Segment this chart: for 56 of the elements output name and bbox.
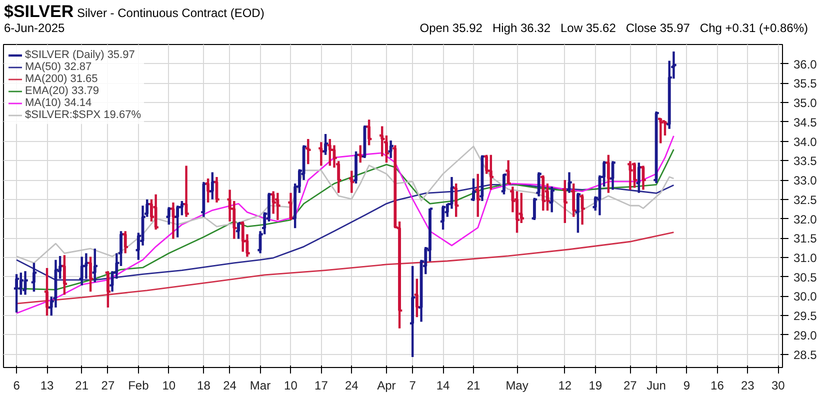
text: 6-Jun-2025: [4, 20, 65, 37]
line-series: [16, 146, 674, 264]
x-tick-label: 21: [75, 378, 89, 392]
chart-title: $SILVER: [4, 2, 74, 21]
x-tick-label: 6: [13, 378, 20, 392]
y-tick-label: 28.5: [794, 348, 818, 362]
x-tick-label: Jun: [646, 378, 666, 392]
legend-label: MA(10) 34.14: [25, 97, 92, 109]
x-tick-label: 13: [40, 378, 54, 392]
y-tick-label: 31.5: [794, 232, 818, 246]
legend-label: $SILVER (Daily) 35.97: [25, 49, 135, 61]
y-tick-label: 33.5: [794, 154, 818, 168]
line-series: [16, 135, 674, 314]
line-series: [16, 232, 674, 304]
x-tick-label: 21: [466, 378, 481, 392]
x-tick-label: Feb: [128, 378, 150, 392]
x-tick-label: 9: [683, 378, 690, 392]
y-tick-label: 36.0: [794, 57, 818, 72]
y-tick-label: 32.0: [794, 212, 818, 226]
line-series: [16, 148, 674, 290]
x-tick-label: 17: [314, 378, 328, 392]
y-tick-label: 30.5: [794, 270, 818, 284]
legend-label: EMA(20) 33.79: [25, 85, 99, 97]
y-tick-label: 32.5: [794, 192, 818, 207]
x-tick-label: 7: [409, 378, 416, 392]
x-tick-label: 24: [223, 378, 237, 392]
y-tick-label: 34.5: [794, 115, 818, 130]
x-tick-label: 14: [436, 378, 450, 392]
x-tick-label: 16: [710, 378, 724, 392]
chart-subtitle: Silver - Continuous Contract (EOD): [76, 6, 264, 20]
x-tick-label: 23: [741, 378, 755, 392]
y-tick-label: 29.5: [794, 309, 818, 324]
legend-label: MA(50) 32.87: [25, 61, 92, 73]
line-series: [16, 184, 674, 281]
x-tick-label: Mar: [250, 378, 271, 392]
x-tick-label: 27: [101, 378, 115, 392]
x-tick-label: 30: [771, 378, 786, 392]
legend-label: $SILVER:$SPX 19.67%: [25, 109, 141, 121]
x-tick-label: 19: [588, 378, 602, 392]
y-tick-label: 31.0: [794, 251, 818, 266]
text: Open 35.92 High 36.32 Low 35.62 Close 35.97 Chg +0.31 (+0.86%): [420, 21, 808, 35]
x-tick-label: 10: [162, 378, 176, 392]
x-tick-label: Apr: [377, 378, 396, 392]
x-tick-label: May: [506, 378, 528, 392]
y-tick-label: 34.0: [794, 134, 818, 149]
x-tick-label: 27: [624, 378, 638, 392]
y-tick-label: 30.0: [794, 290, 818, 304]
x-tick-label: 12: [558, 378, 572, 392]
x-tick-label: 10: [284, 378, 298, 392]
legend-label: MA(200) 31.65: [25, 73, 98, 85]
x-tick-label: 18: [197, 378, 211, 392]
y-tick-label: 33.0: [794, 174, 818, 188]
y-tick-label: 35.5: [794, 76, 818, 91]
y-tick-label: 35.0: [794, 96, 818, 110]
y-tick-label: 29.0: [794, 328, 818, 342]
x-tick-label: 24: [344, 378, 359, 392]
